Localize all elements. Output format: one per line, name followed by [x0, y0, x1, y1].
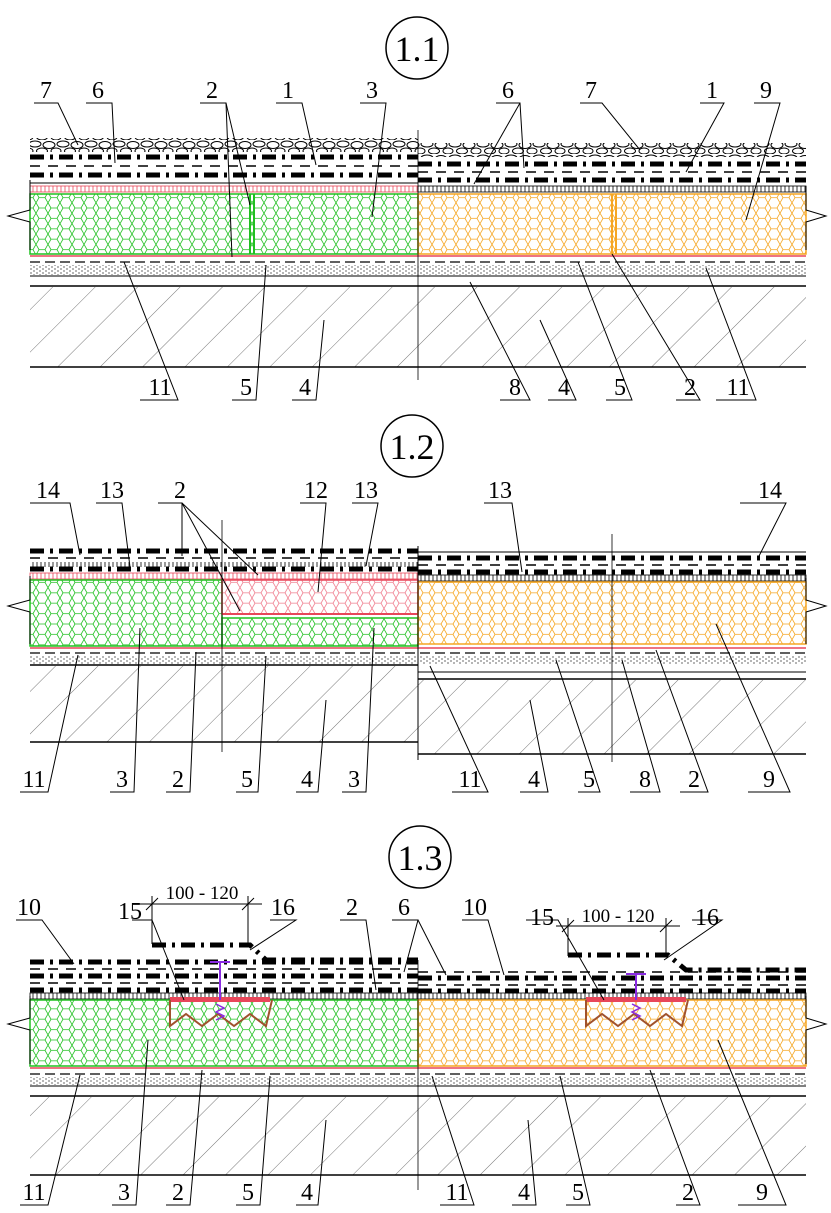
- callout-label: 1: [706, 78, 718, 104]
- callout-label: 10: [17, 895, 41, 921]
- fastener-anchor: [585, 973, 689, 1028]
- callout-label: 14: [36, 478, 60, 504]
- callout-label: 4: [528, 767, 540, 793]
- insulation-green: [29, 193, 419, 255]
- membrane-layer: [30, 959, 418, 993]
- callout-label: 2: [688, 767, 700, 793]
- callout-label: 2: [206, 78, 218, 104]
- callout-label: 4: [301, 767, 313, 793]
- callout-lines: [16, 919, 724, 1001]
- callout-label: 11: [148, 375, 171, 401]
- insulation-green: [29, 999, 419, 1067]
- callout-label: 2: [172, 1180, 184, 1206]
- callout-label: 11: [726, 375, 749, 401]
- callout-label: 8: [509, 375, 521, 401]
- insulation-pink: [221, 579, 419, 615]
- callout-label: 16: [695, 905, 719, 931]
- callout-label: 2: [174, 478, 186, 504]
- section-title: 1.3: [398, 838, 443, 878]
- callout-lines: [20, 623, 791, 793]
- callout-lines: [20, 1039, 787, 1206]
- dimension-label: 100 - 120: [582, 906, 655, 927]
- callout-label: 11: [22, 767, 45, 793]
- dimension-label: 100 - 120: [166, 883, 239, 904]
- callout-label: 16: [271, 895, 295, 921]
- break-line-symbol: [6, 180, 31, 250]
- break-line-symbol: [805, 186, 828, 250]
- section-1-1: 1.1: [6, 16, 828, 401]
- callout-label: 13: [488, 478, 512, 504]
- callout-label: 7: [585, 78, 597, 104]
- callout-label: 6: [398, 895, 410, 921]
- break-line-symbol: [805, 996, 828, 1064]
- insulation-green: [221, 617, 419, 647]
- vapor-barrier: [29, 572, 419, 580]
- section-1-3: 1.3 100 - 120 100 - 120: [6, 825, 828, 1206]
- gravel-layer: [418, 143, 806, 157]
- callout-label: 4: [299, 375, 311, 401]
- concrete-slab: [30, 666, 418, 742]
- callout-label: 15: [118, 899, 142, 925]
- insulation-orange: [417, 999, 807, 1067]
- separation-layer: [417, 185, 807, 193]
- section-1-2: 1.2: [6, 414, 828, 793]
- fastener-anchor: [169, 961, 273, 1028]
- callout-label: 5: [614, 375, 626, 401]
- callout-label: 14: [758, 478, 782, 504]
- callout-label: 6: [92, 78, 104, 104]
- callout-label: 5: [242, 1180, 254, 1206]
- callout-label: 13: [354, 478, 378, 504]
- callout-label: 2: [172, 767, 184, 793]
- break-line-symbol: [6, 576, 31, 644]
- callout-label: 10: [463, 895, 487, 921]
- callout-label: 3: [116, 767, 128, 793]
- section-title-circle: [385, 16, 449, 80]
- membrane-layer: [30, 154, 418, 184]
- insulation-green: [29, 579, 223, 647]
- section-title-circle: [388, 825, 452, 889]
- section-title-circle: [380, 414, 444, 478]
- callout-label: 5: [241, 767, 253, 793]
- section-title: 1.1: [395, 29, 440, 69]
- callout-label: 15: [530, 905, 554, 931]
- callout-label: 9: [760, 78, 772, 104]
- membrane-layer: [418, 971, 806, 994]
- callout-label: 3: [366, 78, 378, 104]
- callout-lines: [30, 502, 787, 612]
- callout-label: 2: [346, 895, 358, 921]
- membrane-layer: [30, 548, 418, 572]
- callout-label: 2: [682, 1180, 694, 1206]
- section-title: 1.2: [390, 427, 435, 467]
- callout-label: 3: [118, 1180, 130, 1206]
- callout-lines: [123, 253, 757, 401]
- callout-label: 6: [502, 78, 514, 104]
- callout-label: 3: [348, 767, 360, 793]
- gravel-layer: [30, 138, 418, 152]
- vapor-barrier: [29, 185, 419, 193]
- callout-label: 8: [639, 767, 651, 793]
- callout-label: 5: [240, 375, 252, 401]
- callout-label: 11: [445, 1180, 468, 1206]
- callout-label: 9: [763, 767, 775, 793]
- break-line-symbol: [805, 578, 828, 644]
- callout-label: 4: [558, 375, 570, 401]
- callout-label: 2: [684, 375, 696, 401]
- callout-label: 9: [756, 1180, 768, 1206]
- callout-label: 5: [572, 1180, 584, 1206]
- callout-label: 11: [22, 1180, 45, 1206]
- callout-label: 1: [282, 78, 294, 104]
- cover-strip: [568, 952, 806, 973]
- membrane-layer: [418, 161, 806, 183]
- callout-label: 11: [458, 767, 481, 793]
- callout-label: 4: [301, 1180, 313, 1206]
- callout-label: 7: [40, 78, 52, 104]
- cover-strip: [152, 942, 418, 963]
- break-line-symbol: [6, 996, 31, 1064]
- callout-label: 5: [583, 767, 595, 793]
- callout-label: 4: [518, 1180, 530, 1206]
- callout-lines: [34, 102, 781, 258]
- callout-label: 12: [304, 478, 328, 504]
- callout-label: 13: [100, 478, 124, 504]
